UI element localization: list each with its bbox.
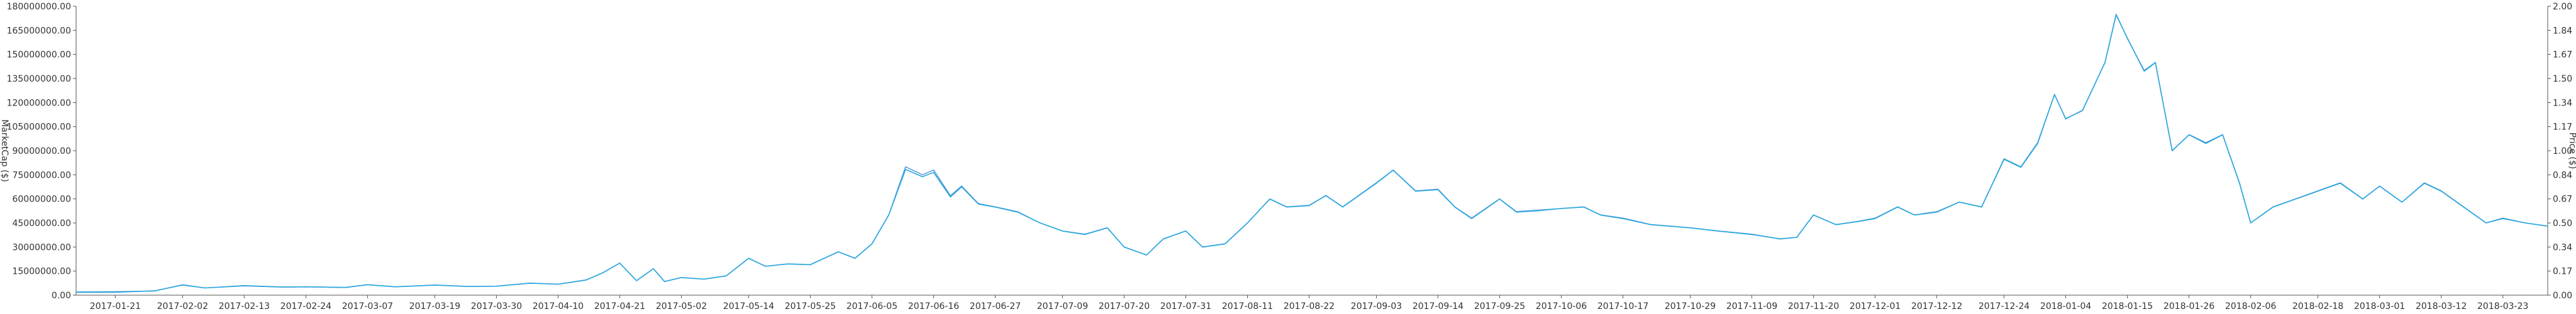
x-tick-label: 2018-01-26 <box>2163 301 2214 311</box>
x-tick-label: 2017-04-21 <box>594 301 645 311</box>
left-tick-label: 135000000.00 <box>7 74 71 84</box>
right-tick-label: 0.84 <box>2553 170 2572 180</box>
left-tick-label: 90000000.00 <box>12 146 71 156</box>
x-tick-label: 2018-03-12 <box>2416 301 2467 311</box>
right-tick-label: 1.34 <box>2553 98 2572 108</box>
right-tick-label: 0.34 <box>2553 242 2572 252</box>
left-tick-label: 120000000.00 <box>7 98 71 108</box>
x-axis: 2017-01-21 2017-02-02 2017-02-13 2017-02-24… <box>76 295 2548 311</box>
x-tick-label: 2017-10-17 <box>1597 301 1648 311</box>
left-y-ticks: 0.00 15000000.00 30000000.00 45000000.00 600… <box>7 2 76 301</box>
x-tick-label: 2017-02-24 <box>280 301 331 311</box>
left-tick-label: 15000000.00 <box>12 267 71 277</box>
left-tick-label: 75000000.00 <box>12 170 71 180</box>
x-tick-label: 2017-08-11 <box>1222 301 1273 311</box>
left-y-axis: 0.00 15000000.00 30000000.00 45000000.00 600… <box>7 2 77 301</box>
x-tick-label: 2017-10-06 <box>1536 301 1587 311</box>
x-tick-label: 2017-03-19 <box>409 301 460 311</box>
right-tick-label: 0.00 <box>2553 291 2572 301</box>
left-tick-label: 180000000.00 <box>7 2 71 12</box>
x-tick-label: 2017-11-20 <box>1788 301 1839 311</box>
x-tick-label: 2017-07-09 <box>1037 301 1088 311</box>
left-tick-label: 150000000.00 <box>7 50 71 60</box>
right-y-axis: 0.00 0.17 0.34 0.50 0.67 0.84 1.00 1.17 1.34 1.50… <box>2547 2 2572 301</box>
x-tick-label: 2017-08-22 <box>1284 301 1335 311</box>
x-tick-label: 2017-10-29 <box>1665 301 1716 311</box>
x-tick-label: 2018-01-04 <box>2040 301 2091 311</box>
right-tick-label: 1.50 <box>2553 74 2572 84</box>
right-tick-label: 1.00 <box>2553 146 2572 156</box>
x-ticks: 2017-01-21 2017-02-02 2017-02-13 2017-02-24… <box>90 295 2528 311</box>
left-tick-label: 45000000.00 <box>12 219 71 229</box>
x-tick-label: 2018-03-23 <box>2477 301 2528 311</box>
series-line-left-axis <box>75 13 2548 293</box>
x-tick-label: 2017-12-12 <box>1911 301 1962 311</box>
x-tick-label: 2018-02-18 <box>2292 301 2343 311</box>
x-tick-label: 2017-05-02 <box>656 301 707 311</box>
x-tick-label: 2017-05-25 <box>785 301 836 311</box>
x-tick-label: 2018-03-01 <box>2354 301 2405 311</box>
series-line-right-axis <box>76 14 2548 293</box>
x-tick-label: 2017-07-20 <box>1099 301 1150 311</box>
x-tick-label: 2017-09-14 <box>1413 301 1463 311</box>
right-tick-label: 1.84 <box>2553 26 2572 36</box>
x-tick-label: 2017-09-03 <box>1351 301 1402 311</box>
x-tick-label: 2017-06-27 <box>970 301 1021 311</box>
right-tick-label: 1.17 <box>2553 122 2572 133</box>
right-tick-label: 0.17 <box>2553 267 2572 277</box>
left-tick-label: 105000000.00 <box>7 122 71 133</box>
x-tick-label: 2017-02-13 <box>219 301 270 311</box>
x-tick-label: 2017-05-14 <box>723 301 774 311</box>
right-tick-label: 0.50 <box>2553 219 2572 229</box>
x-tick-label: 2017-07-31 <box>1160 301 1211 311</box>
x-tick-label: 2017-02-02 <box>157 301 208 311</box>
right-tick-label: 2.00 <box>2553 2 2572 12</box>
x-tick-label: 2018-02-06 <box>2225 301 2276 311</box>
left-tick-label: 0.00 <box>52 291 71 301</box>
x-tick-label: 2017-06-05 <box>847 301 897 311</box>
x-tick-label: 2017-12-24 <box>1979 301 2029 311</box>
x-tick-label: 2017-01-21 <box>90 301 141 311</box>
x-tick-label: 2017-03-30 <box>471 301 522 311</box>
x-tick-label: 2017-11-09 <box>1726 301 1777 311</box>
left-tick-label: 30000000.00 <box>12 242 71 252</box>
left-tick-label: 165000000.00 <box>7 26 71 36</box>
x-tick-label: 2017-04-10 <box>533 301 584 311</box>
left-axis-title: MarketCap ($) <box>0 119 9 182</box>
x-tick-label: 2017-06-16 <box>908 301 959 311</box>
left-tick-label: 60000000.00 <box>12 195 71 205</box>
series-layer <box>75 13 2548 293</box>
right-axis-title: Price ($) <box>2567 133 2576 169</box>
x-tick-label: 2017-12-01 <box>1850 301 1901 311</box>
x-tick-label: 2018-01-15 <box>2102 301 2153 311</box>
x-tick-label: 2017-03-07 <box>342 301 393 311</box>
right-tick-label: 0.67 <box>2553 195 2572 205</box>
right-y-ticks: 0.00 0.17 0.34 0.50 0.67 0.84 1.00 1.17 1.34 1.50… <box>2548 2 2572 301</box>
right-tick-label: 1.67 <box>2553 50 2572 60</box>
x-tick-label: 2017-09-25 <box>1474 301 1525 311</box>
